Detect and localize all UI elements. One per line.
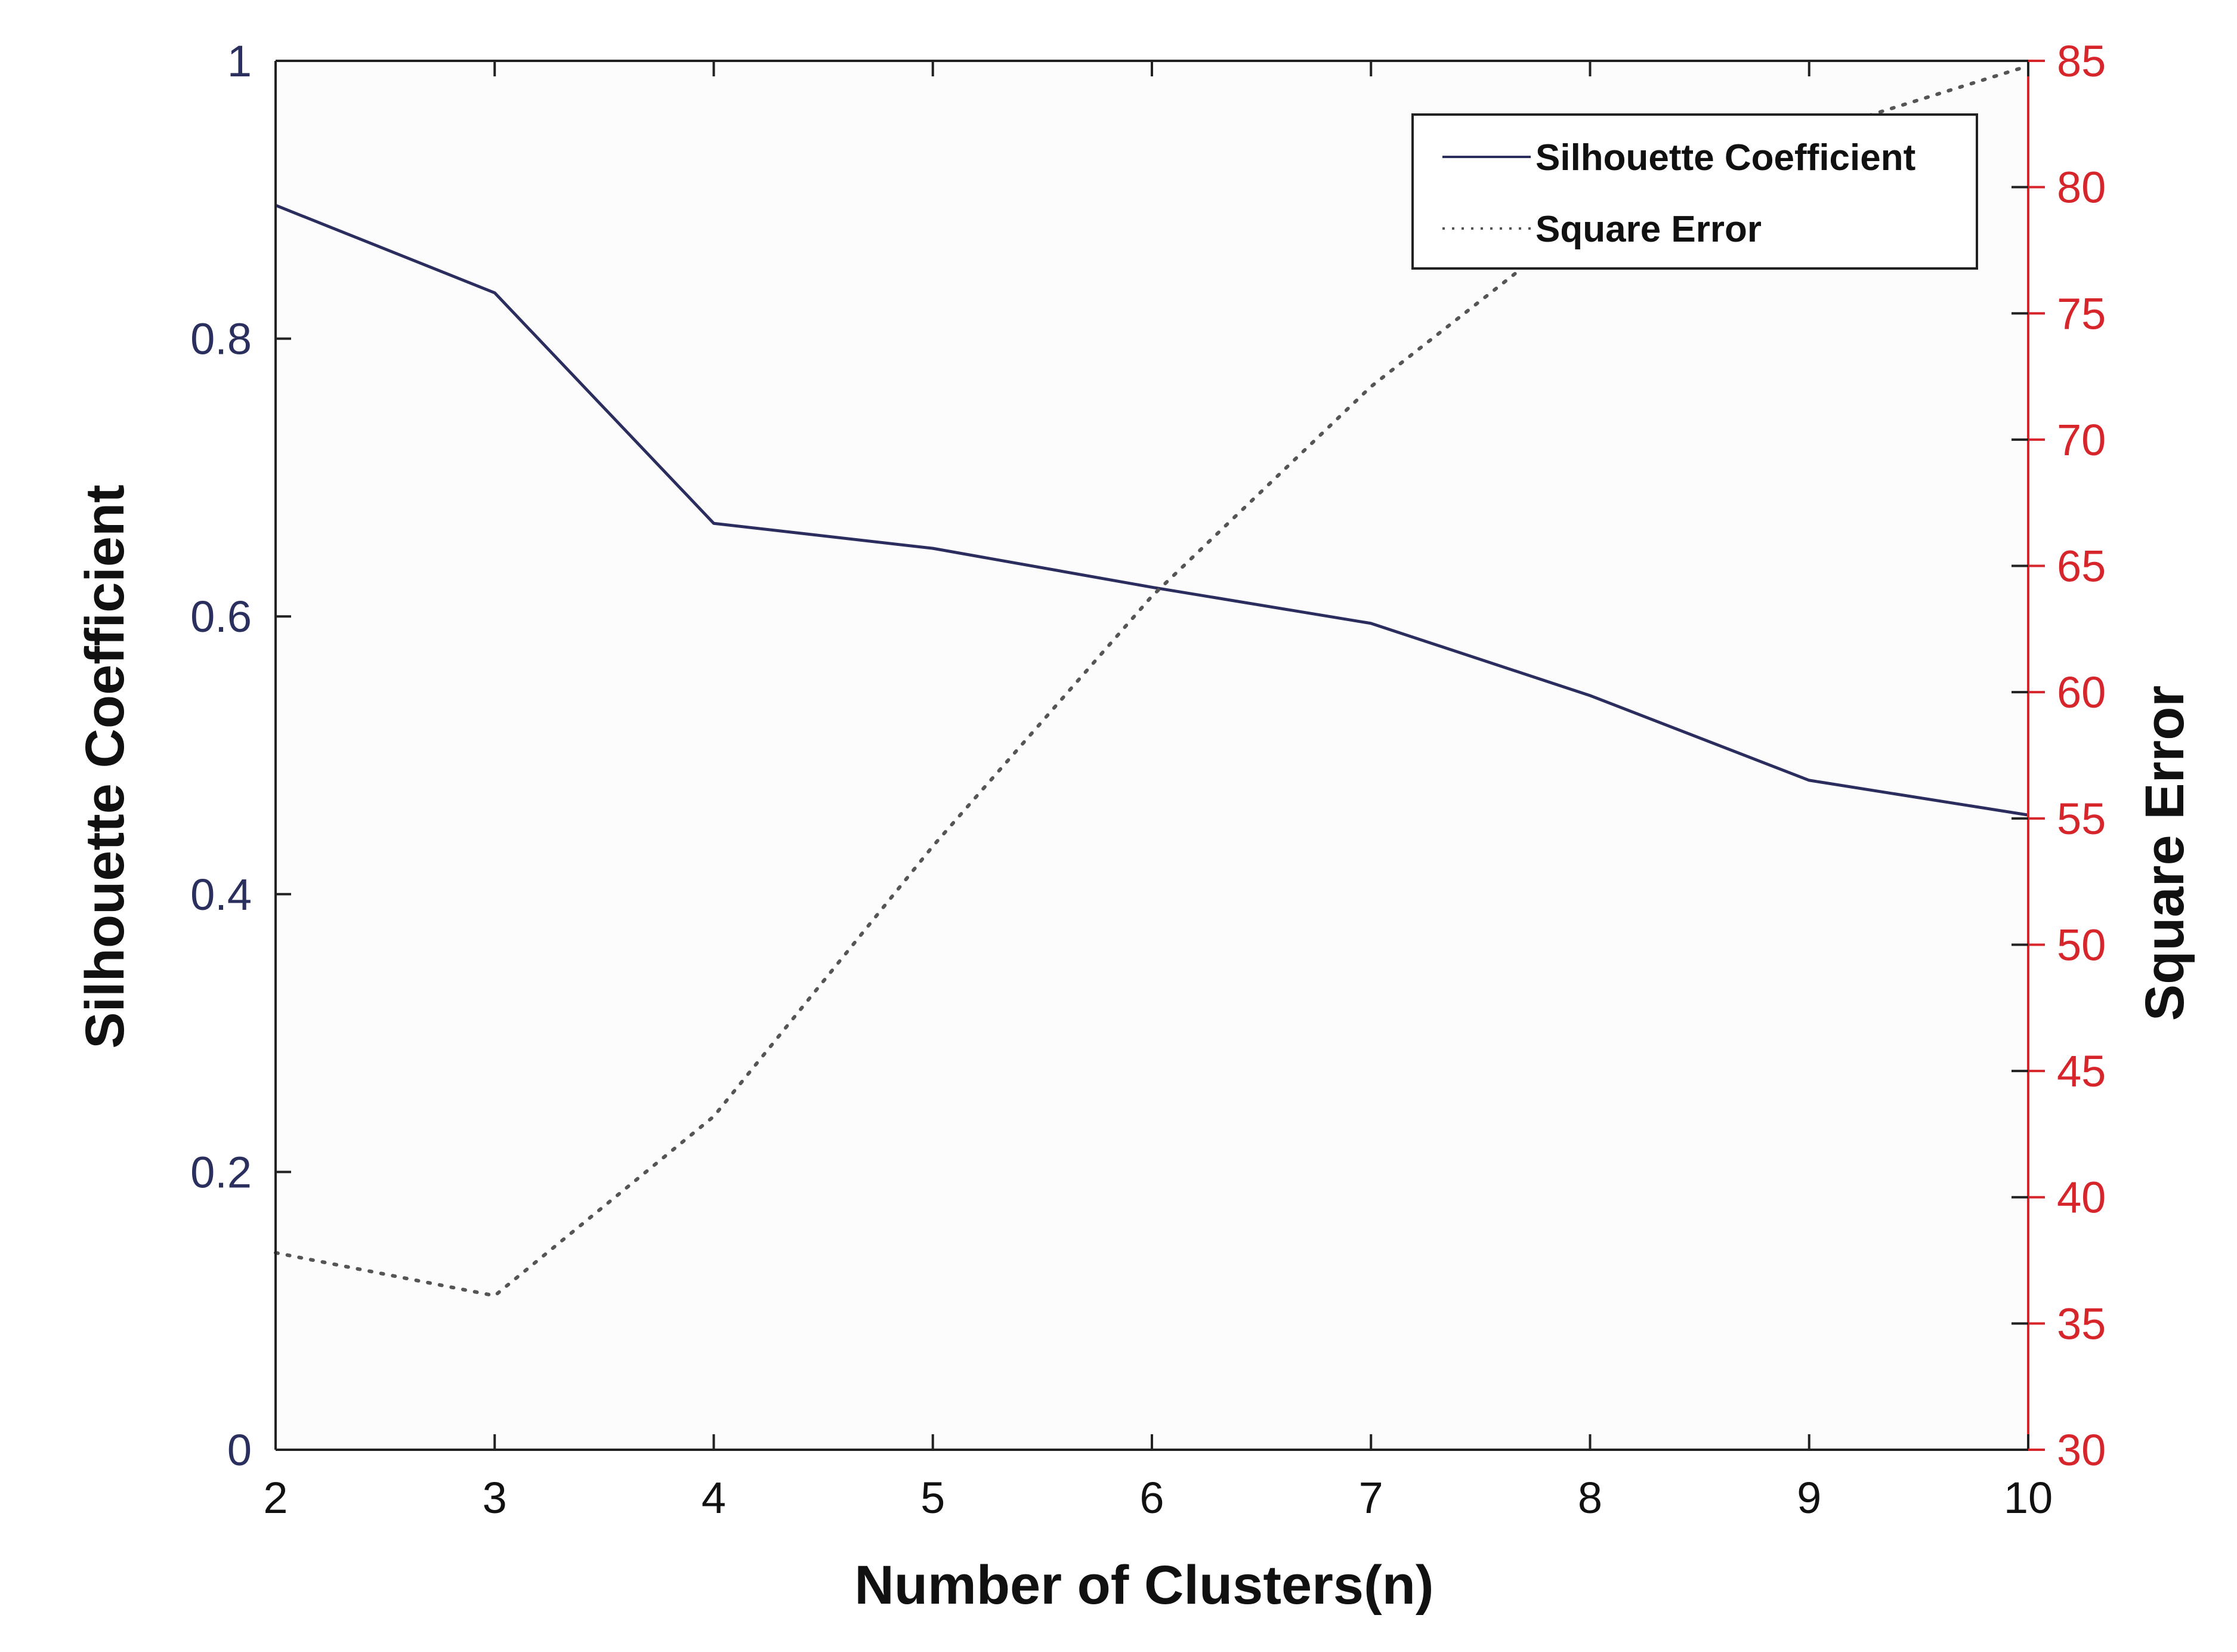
y-tick-label-left: 0.6 (190, 592, 252, 641)
y-tick-label-left: 0.2 (190, 1147, 252, 1197)
y-tick-label-right: 80 (2057, 163, 2106, 212)
y-tick-label-right: 35 (2057, 1299, 2106, 1348)
y-tick-label-right: 40 (2057, 1173, 2106, 1222)
y-tick-label-right: 85 (2057, 36, 2106, 86)
y-tick-label-left: 0.8 (190, 314, 252, 364)
y-tick-label-right: 55 (2057, 794, 2106, 844)
y-axis-title-right: Square Error (2134, 685, 2195, 1021)
y-tick-label-right: 30 (2057, 1425, 2106, 1475)
legend-box (1411, 113, 1978, 270)
y-tick-label-left: 0 (227, 1425, 252, 1475)
x-axis-title: Number of Clusters(n) (854, 1555, 1433, 1616)
y-tick-label-left: 1 (227, 36, 252, 86)
y-tick-label-right: 60 (2057, 668, 2106, 717)
y-tick-label-right: 65 (2057, 542, 2106, 591)
y-tick-label-right: 70 (2057, 415, 2106, 465)
x-tick-label: 9 (1797, 1473, 1821, 1523)
x-tick-label: 2 (263, 1473, 288, 1523)
y-axis-title-left: Silhouette Coefficient (75, 484, 135, 1049)
legend-label-square-error: Square Error (1535, 209, 1762, 250)
x-tick-label: 10 (2004, 1473, 2053, 1523)
y-tick-label-right: 50 (2057, 920, 2106, 969)
x-tick-label: 7 (1359, 1473, 1383, 1523)
x-tick-label: 4 (702, 1473, 726, 1523)
y-tick-label-right: 45 (2057, 1046, 2106, 1096)
x-tick-label: 3 (483, 1473, 507, 1523)
x-tick-label: 5 (920, 1473, 945, 1523)
x-tick-label: 8 (1578, 1473, 1602, 1523)
plot-area-background (276, 61, 2028, 1450)
legend: Silhouette Coefficient Square Error (1411, 113, 1978, 270)
silhouette-coefficient-line (275, 203, 2029, 817)
axes-layer: 2 3 4 5 6 7 8 9 1000.20.40.60.813035404550556065… (190, 36, 2106, 1523)
y-tick-label-left: 0.4 (190, 870, 252, 919)
legend-label-silhouette: Silhouette Coefficient (1535, 137, 1915, 178)
x-tick-label: 6 (1139, 1473, 1164, 1523)
y-tick-label-right: 75 (2057, 289, 2106, 338)
